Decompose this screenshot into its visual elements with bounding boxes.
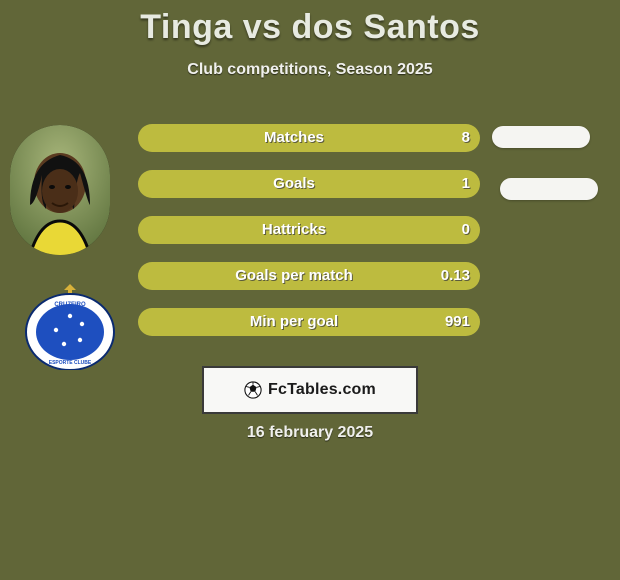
comparison-pill	[500, 178, 598, 200]
stat-value: 1	[462, 170, 470, 198]
stat-row-goals-per-match: Goals per match 0.13	[138, 262, 480, 290]
stats-bars: Matches 8 Goals 1 Hattricks 0 Goals per …	[138, 124, 480, 354]
soccer-ball-icon	[244, 381, 262, 399]
stat-label: Matches	[138, 124, 480, 152]
club-badge: CRUZEIRO ESPORTE CLUBE	[20, 282, 120, 370]
stat-row-matches: Matches 8	[138, 124, 480, 152]
stat-value: 991	[445, 308, 470, 336]
stat-label: Min per goal	[138, 308, 480, 336]
comparison-pill	[492, 126, 590, 148]
stat-value: 0	[462, 216, 470, 244]
stat-label: Goals per match	[138, 262, 480, 290]
page-subtitle: Club competitions, Season 2025	[0, 61, 620, 79]
stat-row-hattricks: Hattricks 0	[138, 216, 480, 244]
player-photo-illustration	[10, 125, 110, 255]
svg-text:CRUZEIRO: CRUZEIRO	[54, 302, 86, 308]
stat-row-min-per-goal: Min per goal 991	[138, 308, 480, 336]
brand-link[interactable]: FcTables.com	[202, 366, 418, 414]
stat-label: Goals	[138, 170, 480, 198]
svg-text:ESPORTE CLUBE: ESPORTE CLUBE	[49, 360, 92, 366]
club-badge-illustration: CRUZEIRO ESPORTE CLUBE	[20, 282, 120, 370]
stat-value: 8	[462, 124, 470, 152]
brand-text: FcTables.com	[268, 381, 376, 399]
stat-row-goals: Goals 1	[138, 170, 480, 198]
stat-value: 0.13	[441, 262, 470, 290]
page-title: Tinga vs dos Santos	[0, 0, 620, 47]
date-label: 16 february 2025	[0, 424, 620, 442]
stat-label: Hattricks	[138, 216, 480, 244]
player-photo	[10, 125, 110, 255]
